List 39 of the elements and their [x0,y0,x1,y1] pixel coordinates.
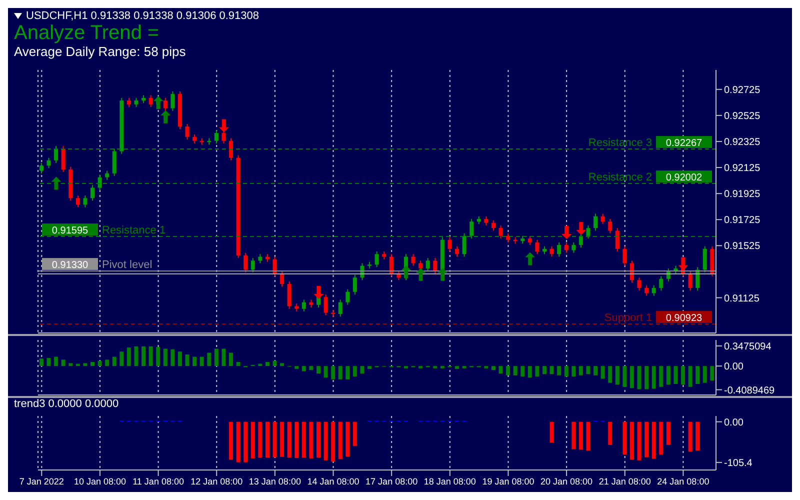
y-tick-label: -105.4 [724,458,753,469]
x-tick-label: 24 Jan 08:00 [657,476,710,486]
y-tick-label: 0.92525 [724,110,761,122]
x-tick-label: 19 Jan 08:00 [482,476,534,486]
annotation: 0.90923 [666,313,703,324]
ref-line-label: Resistance 1 [102,224,166,237]
x-tick-label: 11 Jan 08:00 [132,476,184,486]
y-tick-label: 0.00 [724,362,744,373]
x-tick-label: 10 Jan 08:00 [74,476,126,486]
x-tick-label: 20 Jan 08:00 [540,476,593,486]
ref-line-label: Resistance 3 [588,137,652,150]
x-tick-label: 13 Jan 08:00 [248,476,301,486]
annotation: 0.92002 [666,172,703,184]
ref-line-label: Resistance 2 [588,172,652,184]
annotation: 0.91330 [52,260,89,272]
annotation: 0.91595 [52,226,89,237]
y-tick-label: 0.00 [724,417,744,428]
chart-title: USDCHF,H1 0.91338 0.91338 0.91306 0.91308 [26,10,260,22]
x-tick-label: 12 Jan 08:00 [190,476,243,486]
y-tick-label: 0.92325 [724,137,761,148]
x-tick-label: 7 Jan 2022 [19,476,64,486]
y-tick-label: 0.3475094 [724,341,772,352]
ref-line-label: Support 1 [604,312,652,324]
y-tick-label: 0.92725 [724,84,761,96]
y-tick-label: 0.92125 [724,163,761,174]
y-tick-label: 0.91125 [724,293,760,304]
y-tick-label: 0.91725 [724,215,761,226]
x-tick-label: 18 Jan 08:00 [424,476,476,486]
chart-title: trend3 0.0000 0.0000 [13,398,120,412]
x-tick-label: 21 Jan 08:00 [598,476,651,486]
x-tick-label: 17 Jan 08:00 [366,476,418,486]
y-tick-label: 0.91925 [724,189,761,200]
y-tick-label: 0.91525 [724,241,761,252]
text: Analyze Trend = [14,22,160,44]
y-tick-label: -0.4089469 [724,385,776,396]
annotation: 0.92267 [666,138,703,150]
ref-line-label: Pivot level [102,259,152,272]
x-tick-label: 14 Jan 08:00 [307,476,360,486]
text: Average Daily Range: 58 pips [14,44,187,60]
